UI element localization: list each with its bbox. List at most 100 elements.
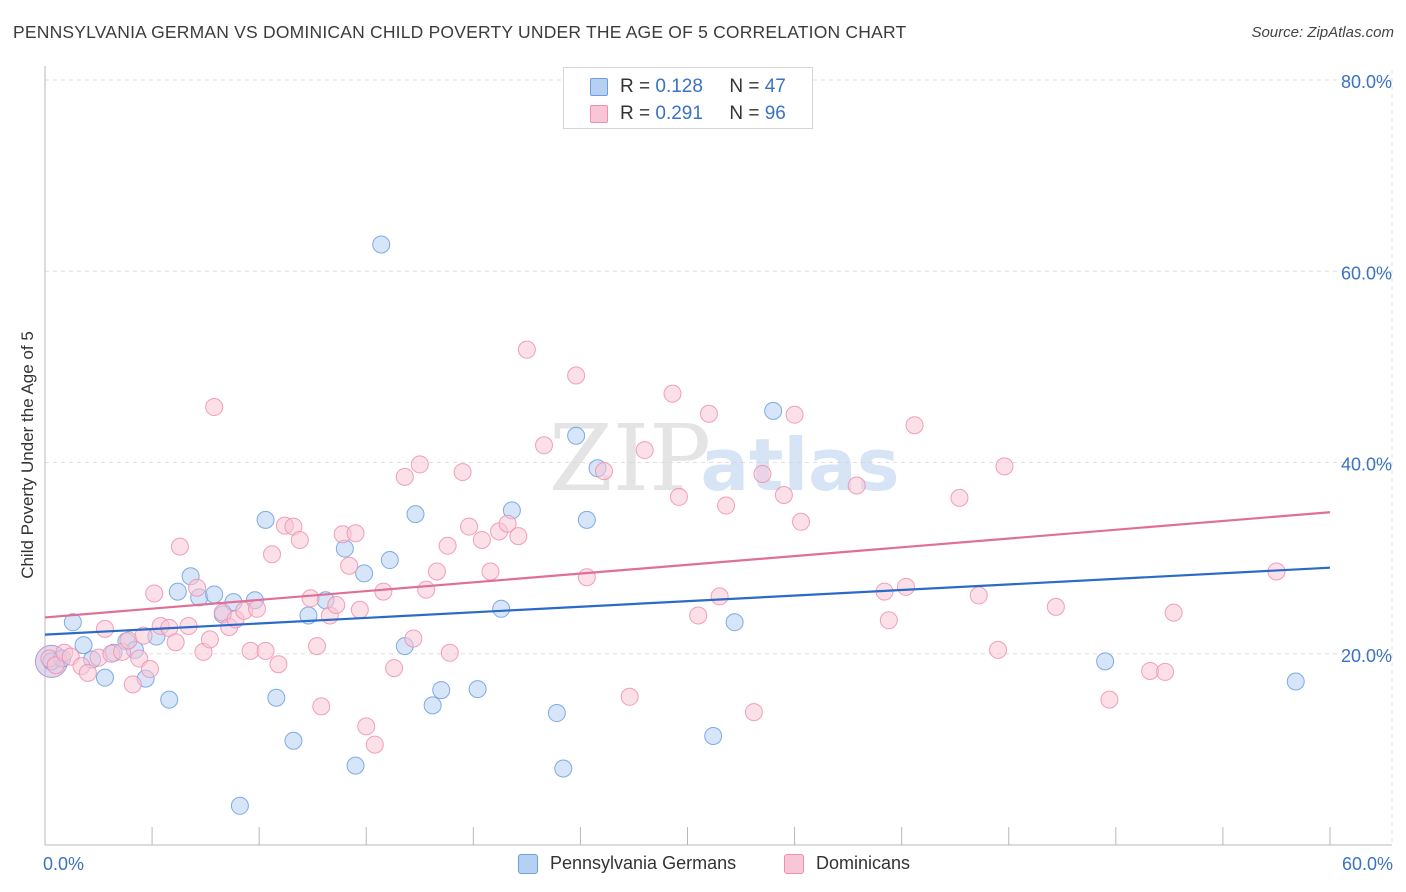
pennsylvania-german-point <box>284 731 303 750</box>
dominican-point <box>1164 603 1183 622</box>
chart-title: PENNSYLVANIA GERMAN VS DOMINICAN CHILD P… <box>13 22 907 42</box>
dominican-point <box>78 663 97 682</box>
dominican-point <box>269 655 288 674</box>
dominican-point <box>669 487 688 506</box>
pennsylvania-german-point <box>168 582 187 601</box>
dominican-point <box>535 436 554 455</box>
r-value: 0.291 <box>655 103 703 124</box>
dominican-point <box>905 416 924 435</box>
dominican-point <box>1046 597 1065 616</box>
dominican-point <box>134 626 153 645</box>
legend-swatch-pennsylvania <box>590 78 608 96</box>
dominican-point <box>517 340 536 359</box>
legend-swatch-dominicans <box>590 105 608 123</box>
dominican-point <box>509 527 528 546</box>
dominican-point <box>1156 662 1175 681</box>
y-tick-label: 60.0% <box>1341 263 1392 283</box>
legend-stats-text: R = 0.128 N = 47 <box>620 76 786 98</box>
pennsylvania-german-point <box>1286 672 1305 691</box>
pennsylvania-german-point <box>380 551 399 570</box>
dominican-point <box>385 659 404 678</box>
dominican-point <box>753 464 772 483</box>
dominican-point <box>357 717 376 736</box>
pennsylvania-german-point <box>160 690 179 709</box>
dominican-point <box>427 562 446 581</box>
dominican-point <box>710 587 729 606</box>
dominican-point <box>699 404 718 423</box>
dominican-point <box>663 384 682 403</box>
pennsylvania-german-point <box>567 426 586 445</box>
pennsylvania-german-point <box>577 510 596 529</box>
dominican-point <box>774 486 793 505</box>
dominican-point <box>717 496 736 515</box>
pennsylvania-german-point <box>355 564 374 583</box>
dominican-point <box>847 476 866 495</box>
dominican-point <box>188 578 207 597</box>
dominican-point <box>995 457 1014 476</box>
dominican-point <box>365 735 384 754</box>
pennsylvania-german-point <box>267 688 286 707</box>
dominican-point <box>417 580 436 599</box>
dominican-point <box>460 517 479 536</box>
pennsylvania-german-point <box>406 505 425 524</box>
pennsylvania-german-point <box>764 401 783 420</box>
dominican-point <box>438 536 457 555</box>
y-tick-label: 80.0% <box>1341 72 1392 92</box>
trend-lines <box>44 511 1331 636</box>
n-value: 47 <box>764 76 786 97</box>
dominican-point <box>145 584 164 603</box>
r-label: R = <box>620 103 651 124</box>
dominican-point <box>567 366 586 385</box>
y-tick-label: 20.0% <box>1341 646 1392 666</box>
dominican-point <box>140 660 159 679</box>
data-points <box>34 235 1305 815</box>
dominican-point <box>879 611 898 630</box>
axes <box>44 66 1392 846</box>
pennsylvania-german-point <box>63 613 82 632</box>
dominican-point <box>453 463 472 482</box>
dominican-point <box>969 586 988 605</box>
dominican-point <box>577 568 596 587</box>
n-label: N = <box>729 103 760 124</box>
y-tick-label: 40.0% <box>1341 455 1392 475</box>
trend-line-pennsylvania-germans <box>44 566 1331 636</box>
dominican-point <box>472 530 491 549</box>
dominican-point <box>346 524 365 543</box>
dominican-point <box>166 633 185 652</box>
dominican-point <box>410 455 429 474</box>
dominican-point <box>594 462 613 481</box>
legend-swatch-dominicans <box>784 854 804 874</box>
dominican-point <box>896 577 915 596</box>
dominican-point <box>170 537 189 556</box>
pennsylvania-german-point <box>346 756 365 775</box>
trend-line-dominicans <box>44 511 1331 619</box>
pennsylvania-german-point <box>468 680 487 699</box>
dominican-point <box>689 606 708 625</box>
dominican-point <box>290 530 309 549</box>
legend-stats-text: R = 0.291 N = 96 <box>620 103 786 125</box>
dominican-point <box>498 514 517 533</box>
dominican-point <box>301 589 320 608</box>
dominican-point <box>1100 690 1119 709</box>
dominican-point <box>307 637 326 656</box>
dominican-point <box>263 545 282 564</box>
watermark: ZIP atlas <box>549 405 900 512</box>
dominican-point <box>744 703 763 722</box>
dominican-point <box>130 649 149 668</box>
pennsylvania-german-point <box>95 668 114 687</box>
dominican-point <box>792 512 811 531</box>
dominican-point <box>248 599 267 618</box>
dominican-point <box>200 630 219 649</box>
watermark-atlas: atlas <box>700 423 899 507</box>
dominican-point <box>395 467 414 486</box>
dominican-point <box>340 556 359 575</box>
n-value: 96 <box>764 103 786 124</box>
dominican-point <box>374 582 393 601</box>
x-tick-label: 0.0% <box>43 854 84 874</box>
stats-legend: R = 0.128 N = 47 R = 0.291 N = 96 <box>563 67 813 129</box>
dominican-point <box>635 441 654 460</box>
pennsylvania-german-point <box>554 759 573 778</box>
dominican-point <box>785 405 804 424</box>
dominican-point <box>1141 661 1160 680</box>
r-label: R = <box>620 76 651 97</box>
